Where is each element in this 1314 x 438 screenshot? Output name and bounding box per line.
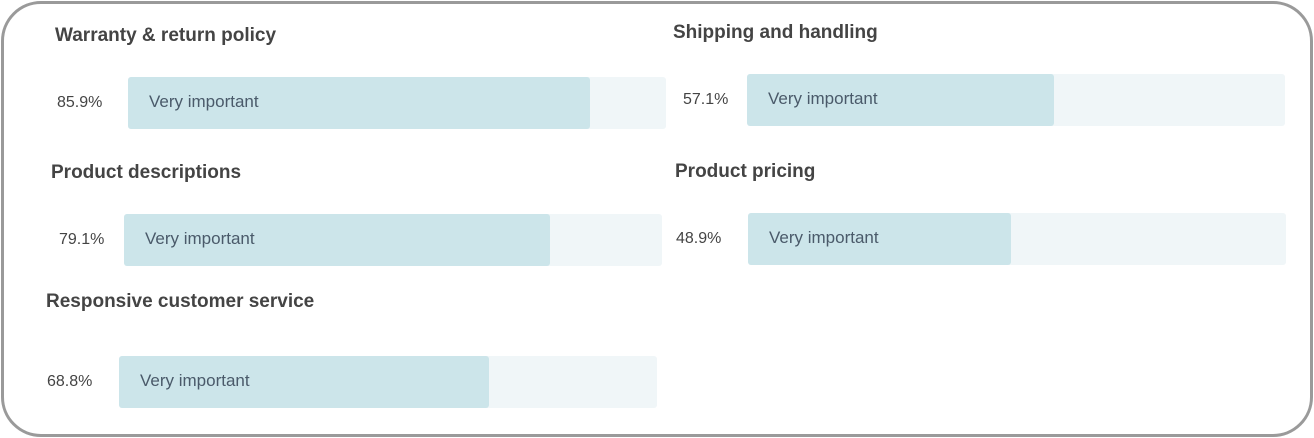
percent-label: 57.1%: [683, 91, 729, 108]
progress-fill: [119, 356, 490, 408]
item-title: Warranty & return policy: [55, 25, 277, 46]
item-title: Product descriptions: [51, 162, 242, 183]
progress-bar: Very important: [748, 213, 1286, 265]
bar-label: Very important: [768, 89, 878, 108]
bar-label: Very important: [140, 371, 250, 390]
progress-bar: Very important: [128, 77, 666, 129]
bar-label: Very important: [769, 228, 879, 247]
percent-label: 48.9%: [676, 230, 722, 247]
progress-fill: [747, 74, 1055, 126]
progress-bar: Very important: [747, 74, 1285, 126]
progress-fill: [128, 77, 591, 129]
item-title: Product pricing: [675, 161, 816, 182]
percent-label: 68.8%: [47, 373, 93, 390]
bar-label: Very important: [145, 229, 255, 248]
progress-fill: [748, 213, 1012, 265]
item-title: Responsive customer service: [46, 291, 315, 312]
percent-label: 85.9%: [57, 94, 103, 111]
item-title: Shipping and handling: [673, 22, 878, 43]
progress-bar: Very important: [124, 214, 662, 266]
progress-fill: [124, 214, 550, 266]
bar-label: Very important: [149, 92, 259, 111]
percent-label: 79.1%: [59, 231, 105, 248]
progress-bar: Very important: [119, 356, 657, 408]
